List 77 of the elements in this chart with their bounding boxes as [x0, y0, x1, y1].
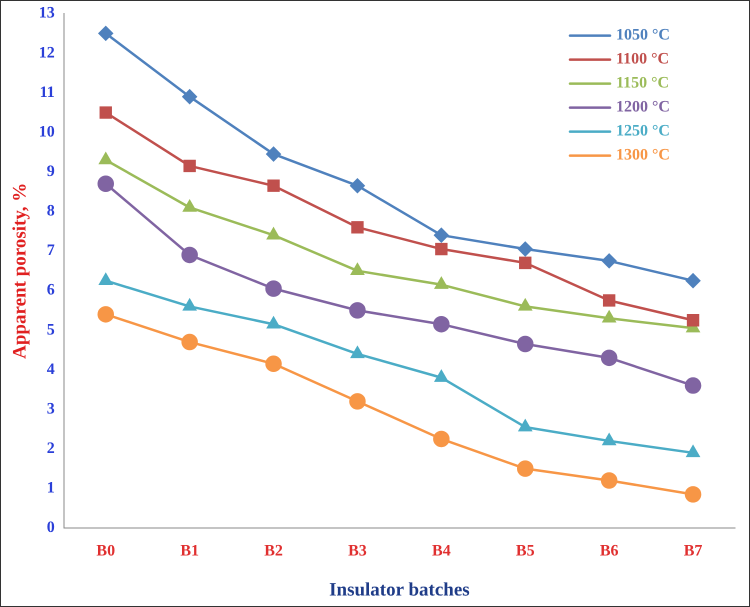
point: [518, 420, 532, 432]
point: [267, 228, 280, 240]
point: [266, 146, 281, 162]
point: [349, 393, 366, 410]
point: [433, 430, 450, 448]
y-tick-label: 12: [38, 44, 55, 62]
point: [600, 472, 618, 489]
point: [99, 152, 112, 164]
y-tick-label: 6: [46, 282, 55, 299]
y-tick-label: 2: [46, 440, 55, 457]
point: [435, 242, 448, 256]
y-axis-title: Apparent porosity, %: [9, 182, 30, 359]
point: [98, 306, 114, 323]
point: [518, 242, 532, 256]
x-tick-label: B7: [684, 542, 702, 560]
y-tick-label: 1: [46, 480, 55, 497]
x-axis-title: Insulator batches: [329, 580, 470, 601]
y-tick-label: 0: [46, 519, 55, 536]
point: [434, 228, 449, 242]
y-tick-label: 8: [46, 202, 55, 220]
point: [600, 350, 618, 366]
point: [351, 221, 364, 234]
point: [183, 160, 196, 172]
point: [602, 294, 616, 307]
point: [686, 273, 700, 288]
y-tick-label: 13: [38, 4, 55, 22]
legend-label: 1100 °C: [616, 50, 670, 68]
point: [100, 106, 112, 119]
y-tick-label: 4: [46, 360, 55, 378]
point: [181, 334, 198, 350]
point: [686, 446, 700, 458]
point: [181, 246, 198, 264]
x-tick-label: B6: [600, 542, 618, 560]
point: [98, 176, 114, 192]
legend-label: 1300 °C: [616, 146, 670, 164]
point: [351, 346, 364, 358]
legend-label: 1250 °C: [616, 122, 670, 140]
point: [98, 26, 113, 41]
point: [602, 434, 616, 446]
point: [265, 356, 282, 372]
point: [349, 302, 366, 319]
x-tick-label: B0: [96, 542, 116, 560]
y-tick-label: 9: [46, 163, 55, 180]
point: [433, 316, 450, 332]
point: [267, 180, 280, 192]
legend-label: 1150 °C: [616, 74, 670, 92]
point: [602, 254, 616, 268]
point: [434, 370, 448, 382]
point: [684, 377, 702, 394]
point: [434, 277, 448, 289]
y-tick-label: 7: [46, 242, 55, 260]
y-tick-label: 10: [38, 123, 55, 140]
point: [602, 311, 616, 323]
point: [183, 200, 196, 212]
point: [350, 178, 365, 193]
point: [684, 486, 702, 503]
point: [99, 273, 112, 285]
point: [686, 314, 700, 326]
point: [265, 280, 282, 297]
point: [351, 264, 364, 276]
legend-label: 1050 °C: [616, 26, 670, 44]
point: [267, 316, 280, 328]
y-tick-label: 5: [46, 321, 55, 338]
legend-label: 1200 °C: [616, 98, 670, 116]
point: [518, 299, 532, 311]
point: [182, 89, 197, 104]
x-tick-label: B3: [348, 542, 367, 560]
x-tick-label: B2: [264, 542, 283, 560]
point: [183, 299, 196, 311]
y-tick-label: 3: [46, 400, 55, 418]
point: [517, 336, 534, 352]
x-tick-label: B1: [180, 542, 199, 560]
y-tick-label: 11: [40, 84, 55, 101]
x-tick-label: B5: [516, 542, 535, 560]
point: [519, 256, 532, 270]
point: [517, 460, 534, 477]
x-tick-label: B4: [432, 542, 451, 560]
